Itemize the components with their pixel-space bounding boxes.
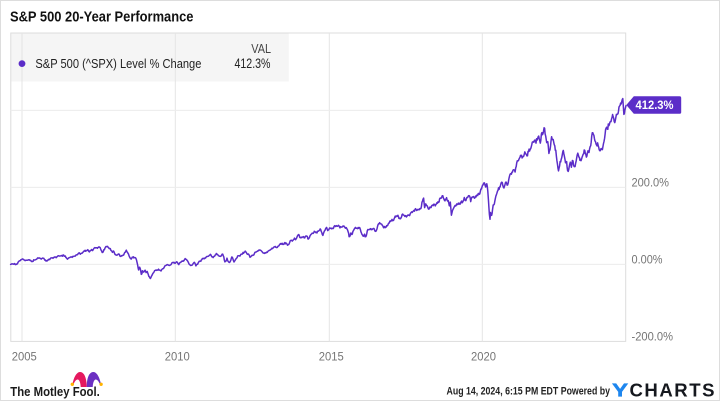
svg-text:CHARTS: CHARTS (630, 381, 717, 401)
svg-text:Aug 14, 2024, 6:15 PM EDT Powe: Aug 14, 2024, 6:15 PM EDT Powered by (447, 385, 611, 397)
svg-text:412.3%: 412.3% (636, 100, 674, 112)
svg-text:-200.0%: -200.0% (632, 329, 674, 343)
svg-text:2020: 2020 (471, 350, 496, 364)
svg-text:VAL: VAL (251, 41, 271, 56)
svg-text:The Motley Fool.: The Motley Fool. (10, 384, 100, 399)
svg-text:2010: 2010 (165, 350, 190, 364)
svg-text:2005: 2005 (12, 350, 37, 364)
svg-text:200.0%: 200.0% (632, 175, 670, 189)
svg-text:S&P 500 (^SPX) Level % Change: S&P 500 (^SPX) Level % Change (35, 56, 201, 71)
svg-text:0.00%: 0.00% (632, 252, 663, 266)
svg-text:412.3%: 412.3% (235, 56, 271, 71)
svg-text:S&P 500 20-Year Performance: S&P 500 20-Year Performance (10, 10, 194, 26)
svg-text:2015: 2015 (319, 350, 344, 364)
